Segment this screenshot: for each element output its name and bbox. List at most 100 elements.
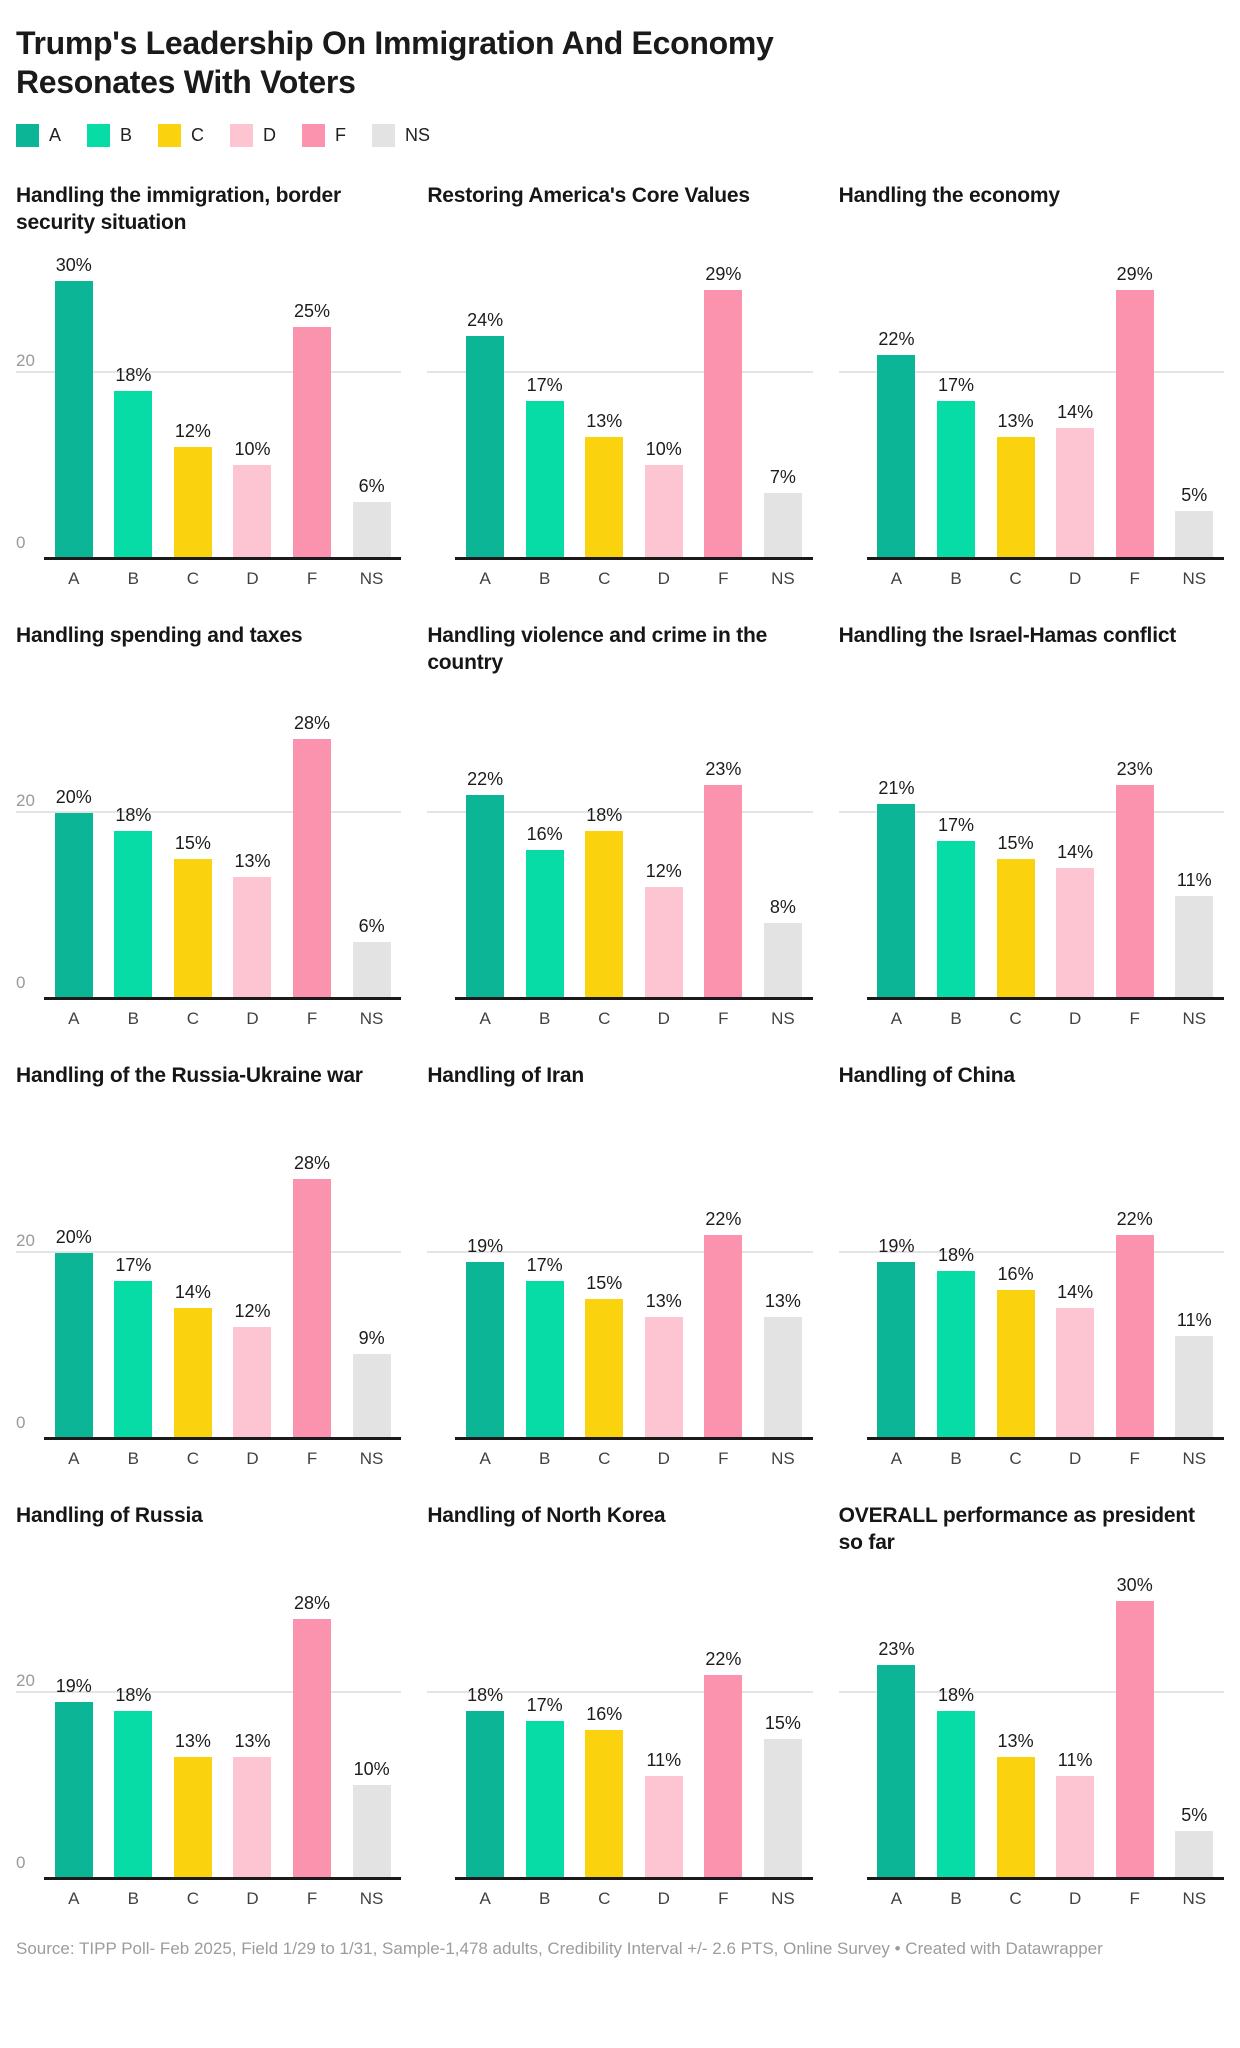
plot-area: 20 0 20% 18% 15% 13% 28% 6% A B C D F NS (16, 689, 402, 1029)
x-axis-label: A (479, 1009, 491, 1029)
value-label: 17% (526, 1695, 563, 1716)
bar-f (704, 290, 743, 558)
bar-group-a: 23% (867, 1639, 927, 1878)
value-label: 14% (1057, 1282, 1094, 1303)
panel-title: Handling of the Russia-Ukraine war (16, 1064, 363, 1088)
gridline-20 (838, 371, 1224, 374)
bar-f (1115, 785, 1154, 998)
legend-swatch-f (302, 124, 326, 148)
bar-group-f: 28% (282, 1153, 342, 1438)
value-label: 15% (586, 1273, 623, 1294)
bars: 20% 17% 14% 12% 28% 9% (44, 1129, 401, 1438)
plot: 18% 17% 16% 11% 22% 15% (427, 1569, 813, 1881)
bar-a (466, 795, 505, 998)
x-axis-label: B (539, 1449, 551, 1469)
x-axis-label: F (1129, 1449, 1140, 1469)
panel-title: Handling the economy (838, 184, 1060, 208)
bar-group-a: 18% (455, 1685, 515, 1878)
bar-group-c: 18% (574, 805, 634, 998)
x-axis-label: C (186, 1889, 200, 1909)
bar-b (525, 1281, 564, 1438)
value-label: 12% (645, 861, 682, 882)
chart-panel: Handling spending and taxes 20 0 20% 18% 15% 1… (16, 623, 402, 1029)
value-label: 15% (764, 1713, 801, 1734)
value-label: 16% (586, 1704, 623, 1725)
x-axis-label: A (479, 569, 491, 589)
x-axis-label: F (718, 1889, 729, 1909)
value-label: 28% (294, 1593, 331, 1614)
value-label: 25% (294, 301, 331, 322)
plot: 20 0 20% 17% 14% 12% 28% 9% (16, 1129, 402, 1441)
value-label: 23% (705, 759, 742, 780)
panel-title: Handling of Russia (16, 1504, 203, 1528)
y-axis-tick: 20 (16, 1671, 35, 1691)
bar-c (996, 859, 1035, 998)
x-axis-label: C (1009, 1009, 1022, 1029)
bar-group-d: 10% (634, 439, 694, 558)
value-label: 29% (1116, 264, 1153, 285)
x-axis-label: NS (771, 569, 795, 589)
bar-group-c: 13% (986, 1731, 1046, 1878)
x-axis-labels: A B C D F NS (867, 1889, 1224, 1909)
bar-group-b: 17% (515, 1255, 575, 1438)
plot: 20 0 20% 18% 15% 13% 28% 6% (16, 689, 402, 1001)
value-label: 28% (294, 713, 331, 734)
bar-f (704, 1675, 743, 1878)
bar-group-b: 17% (515, 1695, 575, 1878)
bar-a (877, 804, 916, 998)
plot-area: 20 0 20% 17% 14% 12% 28% 9% A B C D F NS (16, 1129, 402, 1469)
value-label: 10% (234, 439, 271, 460)
value-label: 22% (878, 329, 915, 350)
bar-d (1056, 868, 1095, 998)
x-axis-labels: A B C D F NS (867, 1449, 1224, 1469)
plot-area: 22% 17% 13% 14% 29% 5% A B C D F NS (838, 249, 1224, 589)
value-label: 30% (1116, 1575, 1153, 1596)
chart-panel: Handling the immigration, border securit… (16, 183, 402, 589)
bar-group-a: 21% (867, 778, 927, 998)
bar-b (525, 1721, 564, 1878)
value-label: 12% (174, 421, 211, 442)
x-axis-label: A (479, 1449, 491, 1469)
y-axis-tick: 20 (16, 791, 35, 811)
x-axis-labels: A B C D F NS (44, 1889, 401, 1909)
bar-group-c: 13% (163, 1731, 223, 1878)
value-label: 9% (358, 1328, 385, 1349)
x-axis-labels: A B C D F NS (44, 1009, 401, 1029)
panel-title: OVERALL performance as president so far (838, 1504, 1195, 1554)
bar-group-d: 12% (223, 1301, 283, 1438)
x-axis-label: C (1009, 569, 1022, 589)
bars: 18% 17% 16% 11% 22% 15% (455, 1569, 812, 1878)
bar-group-d: 11% (634, 1750, 694, 1878)
y-axis-tick: 0 (16, 1853, 26, 1873)
plot: 24% 17% 13% 10% 29% 7% (427, 249, 813, 561)
value-label: 7% (769, 467, 796, 488)
x-axis-label: F (1129, 1009, 1140, 1029)
bars: 23% 18% 13% 11% 30% 5% (867, 1569, 1224, 1878)
bar-group-a: 19% (44, 1676, 104, 1878)
value-label: 10% (645, 439, 682, 460)
x-axis-label: D (657, 1449, 670, 1469)
bar-group-f: 22% (1105, 1209, 1165, 1438)
bar-group-f: 25% (282, 301, 342, 558)
bar-group-d: 14% (1045, 402, 1105, 558)
plot: 20 0 30% 18% 12% 10% 25% 6% (16, 249, 402, 561)
x-axis-label: F (306, 1449, 318, 1469)
bar-b (525, 401, 564, 558)
x-axis-label: C (186, 569, 200, 589)
legend-label: D (263, 125, 277, 146)
x-axis-label: A (479, 1889, 491, 1909)
charts-grid: Handling the immigration, border securit… (16, 183, 1224, 1909)
bar-f (1115, 290, 1154, 558)
x-axis-labels: A B C D F NS (44, 569, 401, 589)
bar-group-ns: 7% (753, 467, 813, 558)
bar-ns (1175, 1336, 1214, 1438)
bar-b (937, 841, 975, 998)
value-label: 15% (997, 833, 1034, 854)
legend-swatch-c (158, 124, 182, 148)
bar-group-d: 10% (223, 439, 283, 558)
bar-ns (352, 502, 391, 558)
legend-label: C (191, 125, 205, 146)
bar-group-d: 13% (223, 1731, 283, 1878)
value-label: 10% (353, 1759, 390, 1780)
bar-group-ns: 6% (342, 476, 402, 558)
